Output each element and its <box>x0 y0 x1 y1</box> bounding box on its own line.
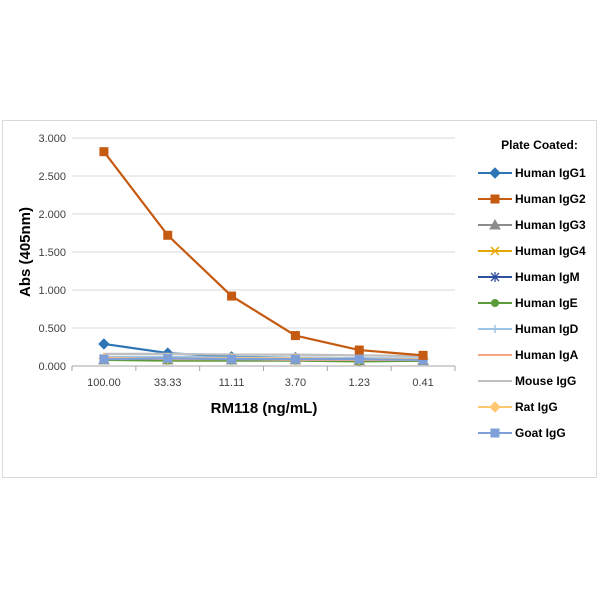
x-tick-label: 100.00 <box>87 377 121 389</box>
legend-item: Human IgG3 <box>478 212 593 238</box>
data-point <box>290 331 300 341</box>
legend-swatch <box>478 246 512 256</box>
series-mouse-igg <box>103 352 424 358</box>
legend-swatch <box>478 428 512 438</box>
data-point <box>227 291 237 301</box>
legend-swatch <box>478 219 512 230</box>
x-tick-label: 11.11 <box>219 377 245 389</box>
legend-item: Human IgG2 <box>478 186 593 212</box>
x-tick-label: 3.70 <box>285 377 306 389</box>
data-point <box>354 345 364 355</box>
data-point <box>99 147 109 157</box>
legend-swatch <box>478 325 512 333</box>
legend-item: Human IgG4 <box>478 238 593 264</box>
legend-label: Human IgA <box>515 348 579 362</box>
x-tick-label: 0.41 <box>412 377 433 389</box>
legend-swatch <box>478 299 512 307</box>
series-line <box>103 358 424 363</box>
y-tick-label: 0.500 <box>38 323 66 335</box>
data-point <box>227 354 237 364</box>
y-tick-label: 2.000 <box>38 209 66 221</box>
legend-label: Human IgD <box>515 322 579 336</box>
data-point <box>99 354 109 364</box>
x-tick-label: 33.33 <box>154 377 182 389</box>
legend-marker <box>490 428 500 438</box>
chart-frame <box>2 120 597 478</box>
legend-swatch <box>478 380 512 382</box>
legend-marker <box>489 401 501 413</box>
legend-marker <box>489 167 501 179</box>
y-axis-label: Abs (405nm) <box>17 207 34 297</box>
legend-label: Human IgG3 <box>515 218 586 232</box>
legend-item: Rat IgG <box>478 394 593 420</box>
data-point <box>354 354 364 364</box>
legend-swatch <box>478 194 512 204</box>
legend-swatch <box>478 167 512 179</box>
legend-item: Mouse IgG <box>478 368 593 394</box>
series-line <box>103 151 424 357</box>
y-tick-label: 1.500 <box>38 247 66 259</box>
legend-item: Human IgG1 <box>478 160 593 186</box>
legend-marker <box>490 272 500 282</box>
legend: Plate Coated: Human IgG1 Human IgG2 Human … <box>478 138 593 446</box>
legend-marker <box>489 219 501 230</box>
legend-swatch <box>478 354 512 356</box>
legend-label: Human IgE <box>515 296 578 310</box>
legend-label: Human IgG4 <box>515 244 586 258</box>
legend-swatch <box>478 272 512 282</box>
series-goat-igg <box>99 353 428 365</box>
series-line <box>103 357 424 362</box>
series-human-igg2 <box>99 147 428 360</box>
legend-label: Human IgG1 <box>515 166 586 180</box>
legend-item: Human IgM <box>478 264 593 290</box>
legend-label: Mouse IgG <box>515 374 577 388</box>
x-tick-label: 1.23 <box>349 377 370 389</box>
legend-marker <box>491 325 499 333</box>
legend-marker <box>491 299 499 307</box>
data-point <box>163 230 173 240</box>
legend-swatch <box>478 401 512 413</box>
series-line <box>103 352 424 358</box>
data-point <box>98 338 110 350</box>
legend-label: Goat IgG <box>515 426 566 440</box>
x-axis-label: RM118 (ng/mL) <box>211 400 318 417</box>
legend-label: Rat IgG <box>515 400 558 414</box>
data-point <box>163 353 173 363</box>
legend-title: Plate Coated: <box>501 138 578 152</box>
legend-item: Human IgD <box>478 316 593 342</box>
data-point <box>290 354 300 364</box>
legend-label: Human IgM <box>515 270 580 284</box>
y-tick-label: 3.000 <box>38 133 66 145</box>
y-tick-label: 1.000 <box>38 285 66 297</box>
legend-marker <box>490 194 500 204</box>
legend-item: Human IgA <box>478 342 593 368</box>
legend-item: Human IgE <box>478 290 593 316</box>
legend-label: Human IgG2 <box>515 192 586 206</box>
y-tick-label: 0.000 <box>38 361 66 373</box>
data-point <box>418 350 428 360</box>
legend-item: Goat IgG <box>478 420 593 446</box>
legend-marker <box>490 246 500 256</box>
y-tick-label: 2.500 <box>38 171 66 183</box>
